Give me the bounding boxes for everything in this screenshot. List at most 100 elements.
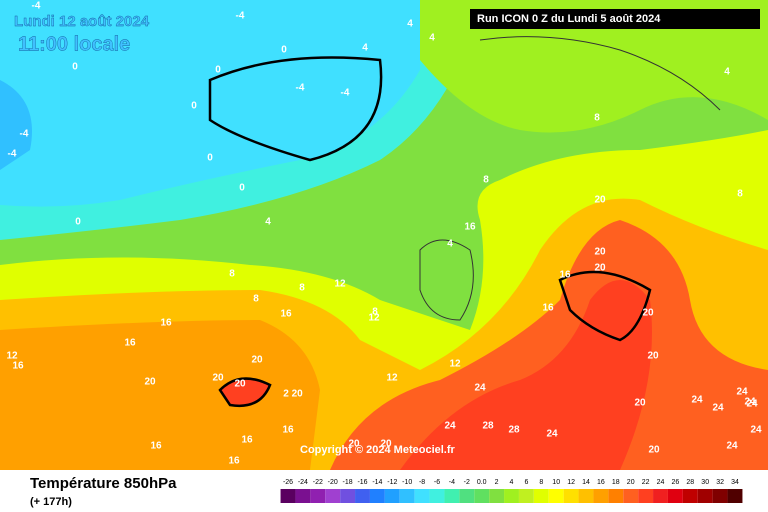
contour-label: 20 [594, 247, 606, 258]
colorbar-label: -18 [343, 479, 353, 486]
contour-label: 12 [6, 351, 18, 362]
colorbar-swatch [593, 489, 609, 503]
contour-label: 20 [212, 373, 224, 384]
contour-label: 24 [546, 429, 558, 440]
contour-label: 4 [724, 67, 730, 78]
run-box [470, 9, 760, 29]
colorbar-label: 8 [539, 479, 543, 486]
colorbar-swatch [638, 489, 654, 503]
contour-label: 24 [712, 403, 724, 414]
colorbar-label: 30 [701, 479, 709, 486]
colorbar: -26 -24 -22 -20 -18 -16 -14 -12 -10 -8 -6 -4 -2 0.0 2 4… [280, 479, 743, 503]
contour-label: 24 [726, 441, 738, 452]
colorbar-swatch [355, 489, 370, 503]
contour-label: 24 [736, 387, 748, 398]
colorbar-label: 20 [627, 479, 635, 486]
colorbar-label: 28 [686, 479, 694, 486]
colorbar-swatch [608, 489, 624, 503]
hot-zone [0, 320, 320, 470]
colorbar-label: -12 [387, 479, 397, 486]
colorbar-label: 32 [716, 479, 724, 486]
colorbar-swatch [340, 489, 356, 503]
colorbar-label: -20 [328, 479, 338, 486]
contour-label: 2 20 [283, 389, 303, 400]
extreme-zone [400, 280, 652, 470]
colorbar-label: 34 [731, 479, 739, 486]
colorbar-label: -10 [402, 479, 412, 486]
colorbar-swatch [429, 489, 445, 503]
contour-label: 12 [386, 373, 398, 384]
colorbar-swatch [444, 489, 460, 503]
contour-label: 24 [746, 399, 758, 410]
colorbar-swatch [474, 489, 490, 503]
contour-label: 20 [234, 379, 246, 390]
contour-20 [558, 270, 652, 342]
colorbar-label: 2 [495, 479, 499, 486]
colorbar-label: -24 [298, 479, 308, 486]
very-hot-zone [330, 220, 768, 470]
contour-label: -4 [32, 1, 41, 12]
colorbar-label: 14 [582, 479, 590, 486]
contour-label: -4 [236, 11, 245, 22]
contour-label: -4 [8, 149, 17, 160]
contour-label: 16 [280, 309, 292, 320]
contour-label: 8 [229, 269, 235, 280]
contour-label: 24 [691, 395, 703, 406]
colorbar-label: -16 [357, 479, 367, 486]
contour-label: 0 [207, 153, 213, 164]
colorbar-label: 16 [597, 479, 605, 486]
colorbar-swatch [459, 489, 475, 503]
colorbar-label: 26 [672, 479, 680, 486]
coastline [419, 239, 474, 321]
coastline [479, 36, 721, 111]
run-text: Run ICON 0 Z du Lundi 5 août 2024 [477, 13, 661, 25]
contour-label: 12 [334, 279, 346, 290]
contour-label: 20 [348, 439, 360, 450]
colorbar-swatch [325, 489, 341, 503]
colorbar-swatch [548, 489, 564, 503]
contour-label: -4 [20, 129, 29, 140]
contour-label: 28 [508, 425, 520, 436]
colorbar-swatch [667, 489, 683, 503]
colorbar-label: -8 [419, 479, 425, 486]
time-text: 11:00 locale [18, 33, 130, 55]
contour-label: 16 [160, 318, 172, 329]
contour-label: 20 [251, 355, 263, 366]
colorbar-label: -2 [464, 479, 470, 486]
contour-label: 24 [750, 425, 762, 436]
contour-label: 4 [447, 239, 453, 250]
colorbar-swatch [682, 489, 698, 503]
contour-label: 20 [594, 263, 606, 274]
contour-label: 24 [744, 397, 756, 408]
contour-label: 20 [144, 377, 156, 388]
contour-label: 4 [362, 43, 368, 54]
contour-label: 20 [647, 351, 659, 362]
contour-label: -4 [296, 83, 305, 94]
contour-label: 20 [634, 398, 646, 409]
contour-label: 16 [12, 361, 24, 372]
contour-label: 16 [150, 441, 162, 452]
colorbar-swatch [399, 489, 415, 503]
contour-label: 20 [648, 445, 660, 456]
colder-zone [0, 80, 32, 170]
contour-label: 16 [542, 303, 554, 314]
contour-label: 0 [72, 62, 78, 73]
contour-label: 8 [737, 189, 743, 200]
colorbar-swatch [697, 489, 713, 503]
footer-lead: (+ 177h) [30, 496, 72, 508]
colorbar-label: -22 [313, 479, 323, 486]
contour-label: 4 [407, 19, 413, 30]
colorbar-swatch [712, 489, 728, 503]
colorbar-label: 12 [567, 479, 575, 486]
contour-label: 16 [228, 456, 240, 467]
colorbar-swatch [653, 489, 668, 503]
contour-label: 8 [253, 294, 259, 305]
colorbar-label: 22 [642, 479, 650, 486]
contour-label: 12 [368, 313, 380, 324]
colorbar-label: 4 [510, 479, 514, 486]
colorbar-swatch [504, 489, 519, 503]
contour-label: 12 [449, 359, 461, 370]
colorbar-swatch [280, 489, 296, 503]
colorbar-swatch [295, 489, 311, 503]
